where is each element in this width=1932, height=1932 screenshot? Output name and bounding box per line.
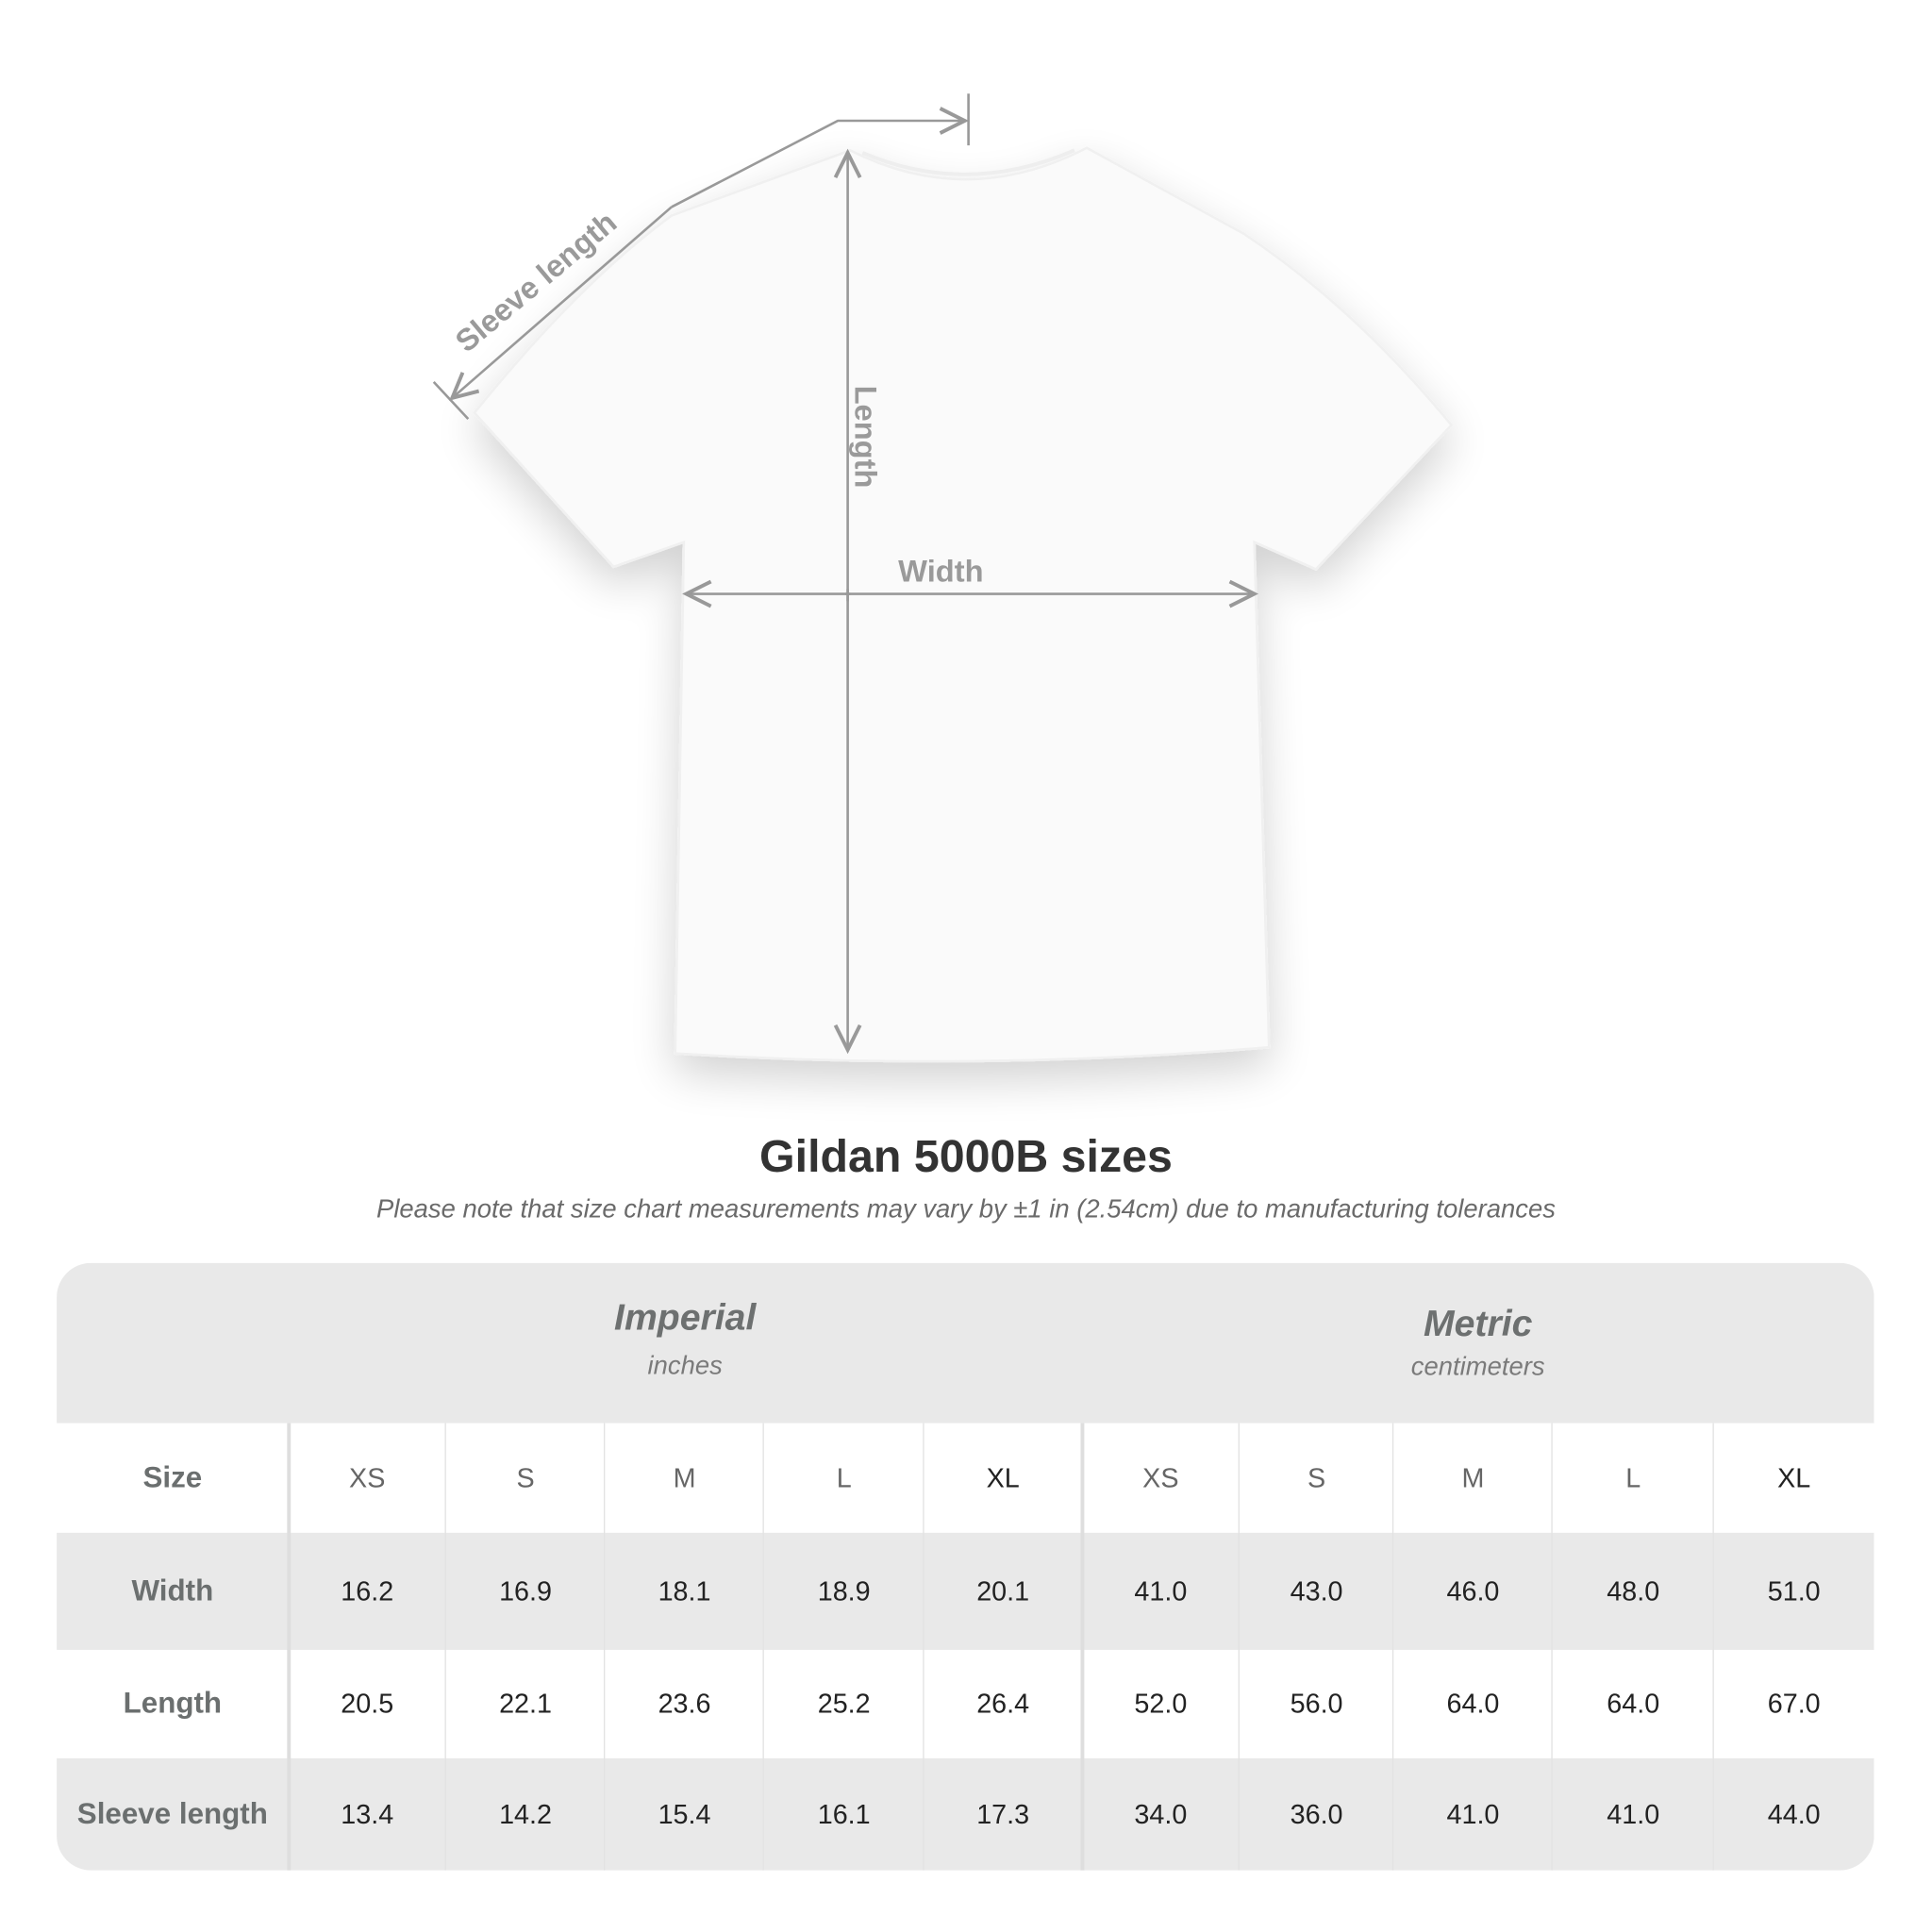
table-cell: 41.0: [1446, 1798, 1500, 1829]
table-cell: 41.0: [1134, 1574, 1188, 1607]
size-column-header: L: [1625, 1461, 1641, 1493]
table-cell: 44.0: [1767, 1798, 1821, 1829]
size-column-header: XS: [1142, 1461, 1179, 1493]
table-cell: 16.9: [499, 1574, 553, 1607]
width-label: Width: [898, 554, 984, 590]
size-column-header: S: [516, 1461, 535, 1493]
table-cell: 18.1: [658, 1574, 711, 1607]
table-band: [57, 1757, 1874, 1871]
table-cell: 17.3: [976, 1798, 1030, 1829]
metric-unit: centimeters: [1410, 1353, 1545, 1382]
size-header: Size: [142, 1460, 203, 1494]
metric-header: Metric centimeters: [1082, 1304, 1874, 1383]
column-divider: [923, 1423, 924, 1871]
imperial-header: Imperial inches: [289, 1297, 1082, 1381]
table-cell: 64.0: [1446, 1688, 1500, 1720]
imperial-title: Imperial: [614, 1297, 757, 1339]
table-cell: 13.4: [341, 1798, 394, 1829]
column-divider: [762, 1423, 764, 1871]
table-cell: 16.1: [817, 1798, 871, 1829]
tshirt-diagram: [432, 93, 1454, 1063]
row-label: Width: [131, 1574, 214, 1607]
table-cell: 67.0: [1767, 1688, 1821, 1720]
tolerance-note: Please note that size chart measurements…: [376, 1194, 1556, 1224]
table-cell: 46.0: [1446, 1574, 1500, 1607]
table-cell: 18.9: [817, 1574, 871, 1607]
size-column-header: S: [1307, 1461, 1326, 1493]
column-divider: [1080, 1423, 1085, 1871]
table-cell: 52.0: [1134, 1688, 1188, 1720]
table-cell: 43.0: [1290, 1574, 1343, 1607]
column-divider: [1238, 1423, 1240, 1871]
table-cell: 48.0: [1607, 1574, 1660, 1607]
metric-title: Metric: [1423, 1303, 1533, 1344]
table-cell: 25.2: [817, 1688, 871, 1720]
imperial-unit: inches: [647, 1351, 723, 1380]
table-cell: 26.4: [976, 1688, 1030, 1720]
table-band: [57, 1262, 1874, 1424]
tshirt-shape: [473, 146, 1454, 1063]
table-cell: 15.4: [658, 1798, 711, 1829]
size-column-header: L: [836, 1461, 852, 1493]
column-divider: [1551, 1423, 1553, 1871]
table-cell: 36.0: [1290, 1798, 1343, 1829]
size-column-header: XS: [349, 1461, 386, 1493]
table-cell: 14.2: [499, 1798, 553, 1829]
column-divider: [444, 1423, 446, 1871]
table-cell: 64.0: [1607, 1688, 1660, 1720]
table-cell: 41.0: [1607, 1798, 1660, 1829]
size-column-header: XL: [986, 1461, 1020, 1493]
table-cell: 20.5: [341, 1688, 394, 1720]
column-divider: [1391, 1423, 1394, 1871]
table-cell: 51.0: [1767, 1574, 1821, 1607]
row-label: Length: [123, 1687, 223, 1721]
table-cell: 23.6: [658, 1688, 711, 1720]
page-title: Gildan 5000B sizes: [759, 1131, 1173, 1182]
table-cell: 22.1: [499, 1688, 553, 1720]
table-cell: 34.0: [1134, 1798, 1188, 1829]
column-divider: [603, 1423, 606, 1871]
length-label: Length: [847, 385, 883, 489]
column-divider: [287, 1423, 291, 1871]
measure-arrows: [432, 93, 1259, 1055]
table-cell: 56.0: [1290, 1688, 1343, 1720]
size-column-header: M: [1461, 1461, 1485, 1493]
size-table: Imperial inches Metric centimeters Size XS S M L…: [57, 1262, 1874, 1871]
row-label: Sleeve length: [76, 1796, 268, 1831]
table-cell: 20.1: [976, 1574, 1030, 1607]
size-column-header: XL: [1777, 1461, 1811, 1493]
column-divider: [1712, 1423, 1714, 1871]
table-band: [57, 1532, 1874, 1650]
table-cell: 16.2: [341, 1574, 394, 1607]
size-column-header: M: [673, 1461, 696, 1493]
